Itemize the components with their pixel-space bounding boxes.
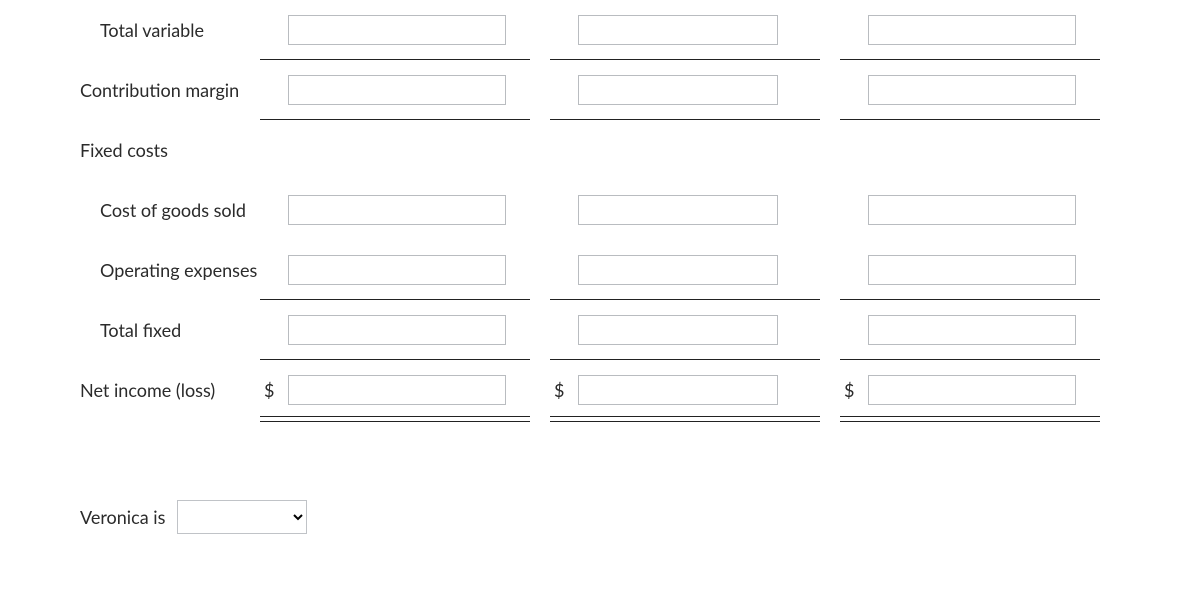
input-contribution-2[interactable] bbox=[578, 75, 778, 105]
cell-contribution-3 bbox=[840, 60, 1100, 120]
input-opex-3[interactable] bbox=[868, 255, 1076, 285]
input-total-fixed-3[interactable] bbox=[868, 315, 1076, 345]
cell-opex-3 bbox=[840, 240, 1100, 300]
input-total-variable-3[interactable] bbox=[868, 15, 1076, 45]
input-cogs-3[interactable] bbox=[868, 195, 1076, 225]
input-total-fixed-1[interactable] bbox=[288, 315, 506, 345]
row-total-fixed: Total fixed bbox=[0, 300, 1200, 360]
cell-total-variable-1 bbox=[260, 0, 550, 60]
label-cogs: Cost of goods sold bbox=[0, 199, 260, 221]
input-cogs-2[interactable] bbox=[578, 195, 778, 225]
veronica-label: Veronica is bbox=[80, 506, 165, 528]
cell-contribution-2 bbox=[550, 60, 840, 120]
input-total-variable-2[interactable] bbox=[578, 15, 778, 45]
input-cogs-1[interactable] bbox=[288, 195, 506, 225]
dollar-prefix-2: $ bbox=[550, 379, 578, 401]
input-net-income-3[interactable] bbox=[868, 375, 1076, 405]
input-contribution-3[interactable] bbox=[868, 75, 1076, 105]
input-contribution-1[interactable] bbox=[288, 75, 506, 105]
cell-cogs-1 bbox=[260, 180, 550, 240]
row-total-variable: Total variable bbox=[0, 0, 1200, 60]
input-opex-1[interactable] bbox=[288, 255, 506, 285]
cell-fixed-header-2 bbox=[550, 120, 840, 180]
cvp-worksheet: Total variable Contribution margin bbox=[0, 0, 1200, 534]
cell-total-fixed-1 bbox=[260, 300, 550, 360]
row-fixed-costs-header: Fixed costs bbox=[0, 120, 1200, 180]
row-cogs: Cost of goods sold bbox=[0, 180, 1200, 240]
cell-total-variable-2 bbox=[550, 0, 840, 60]
label-total-fixed: Total fixed bbox=[0, 319, 260, 341]
row-operating-expenses: Operating expenses bbox=[0, 240, 1200, 300]
cell-opex-2 bbox=[550, 240, 840, 300]
input-total-variable-1[interactable] bbox=[288, 15, 506, 45]
cell-total-variable-3 bbox=[840, 0, 1100, 60]
dollar-prefix-1: $ bbox=[260, 379, 288, 401]
cell-opex-1 bbox=[260, 240, 550, 300]
cell-total-fixed-3 bbox=[840, 300, 1100, 360]
cell-cogs-3 bbox=[840, 180, 1100, 240]
cell-cogs-2 bbox=[550, 180, 840, 240]
cell-contribution-1 bbox=[260, 60, 550, 120]
input-net-income-2[interactable] bbox=[578, 375, 778, 405]
label-fixed-costs: Fixed costs bbox=[0, 139, 260, 161]
row-net-income: Net income (loss) $ $ $ bbox=[0, 360, 1200, 420]
cell-fixed-header-3 bbox=[840, 120, 1100, 180]
label-operating-expenses: Operating expenses bbox=[0, 259, 260, 281]
cell-fixed-header-1 bbox=[260, 120, 550, 180]
input-total-fixed-2[interactable] bbox=[578, 315, 778, 345]
cell-net-income-1: $ bbox=[260, 360, 550, 420]
veronica-row: Veronica is bbox=[0, 500, 1200, 534]
cell-total-fixed-2 bbox=[550, 300, 840, 360]
row-contribution-margin: Contribution margin bbox=[0, 60, 1200, 120]
label-net-income: Net income (loss) bbox=[0, 379, 260, 401]
dollar-prefix-3: $ bbox=[840, 379, 868, 401]
cell-net-income-3: $ bbox=[840, 360, 1100, 420]
veronica-select[interactable] bbox=[177, 500, 307, 534]
label-total-variable: Total variable bbox=[0, 19, 260, 41]
label-contribution-margin: Contribution margin bbox=[0, 79, 260, 101]
input-opex-2[interactable] bbox=[578, 255, 778, 285]
cell-net-income-2: $ bbox=[550, 360, 840, 420]
input-net-income-1[interactable] bbox=[288, 375, 506, 405]
